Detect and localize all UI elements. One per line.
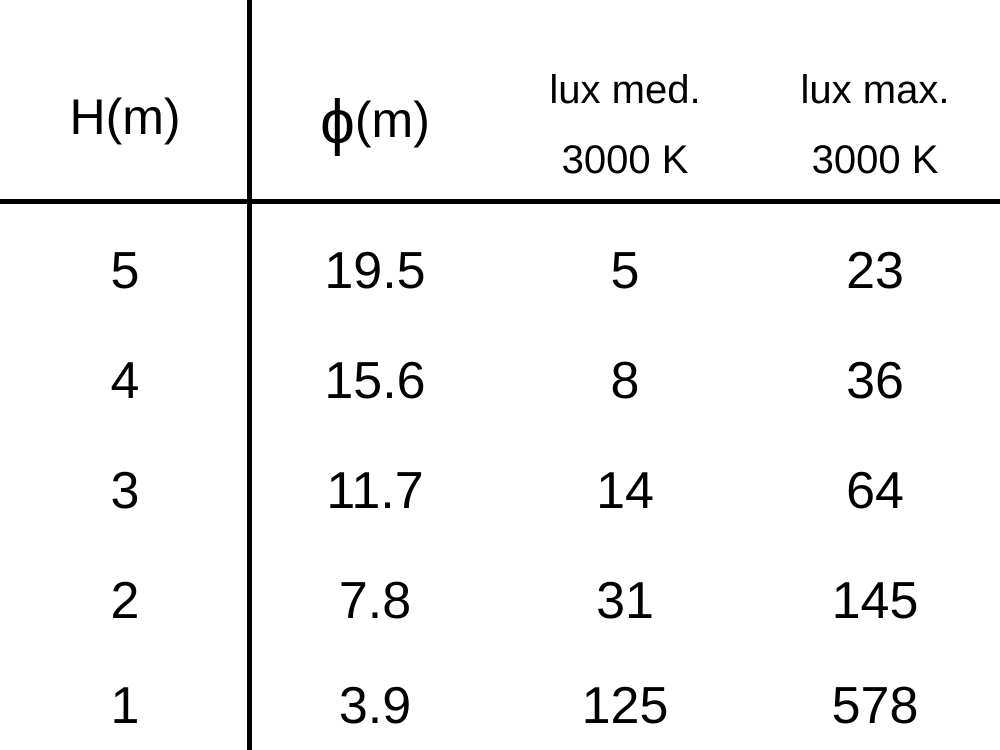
header-lux-med-line1: lux med. bbox=[549, 68, 701, 112]
cell-h: 3 bbox=[110, 462, 140, 520]
cell-lux-med: 8 bbox=[610, 352, 640, 410]
header-divider bbox=[0, 199, 1000, 204]
cell-h: 2 bbox=[110, 572, 140, 630]
cell-lux-med: 5 bbox=[610, 242, 640, 300]
cell-lux-max: 23 bbox=[846, 242, 904, 300]
column-divider bbox=[247, 0, 252, 750]
cell-phi: 11.7 bbox=[326, 462, 424, 520]
cell-lux-med: 125 bbox=[581, 677, 669, 735]
header-lux-med-line2: 3000 K bbox=[561, 138, 689, 182]
header-lux-max-line2: 3000 K bbox=[811, 138, 939, 182]
cell-lux-max: 578 bbox=[831, 677, 919, 735]
cell-lux-max: 64 bbox=[846, 462, 904, 520]
header-phi: ϕ(m) bbox=[250, 92, 500, 154]
cell-phi: 3.9 bbox=[338, 677, 412, 735]
cell-lux-med: 14 bbox=[596, 462, 654, 520]
phi-symbol: ϕ bbox=[320, 88, 355, 157]
cell-lux-max: 145 bbox=[831, 572, 919, 630]
cell-lux-max: 36 bbox=[846, 352, 904, 410]
header-lux-max-line1: lux max. bbox=[800, 68, 950, 112]
cell-lux-med: 31 bbox=[596, 572, 654, 630]
phi-unit: (m) bbox=[354, 92, 430, 148]
cell-phi: 19.5 bbox=[324, 242, 426, 300]
cell-phi: 7.8 bbox=[338, 572, 412, 630]
cell-h: 5 bbox=[110, 242, 140, 300]
cell-h: 4 bbox=[110, 352, 140, 410]
header-h: H(m) bbox=[69, 89, 181, 145]
cell-phi: 15.6 bbox=[324, 352, 426, 410]
cell-h: 1 bbox=[110, 677, 140, 735]
